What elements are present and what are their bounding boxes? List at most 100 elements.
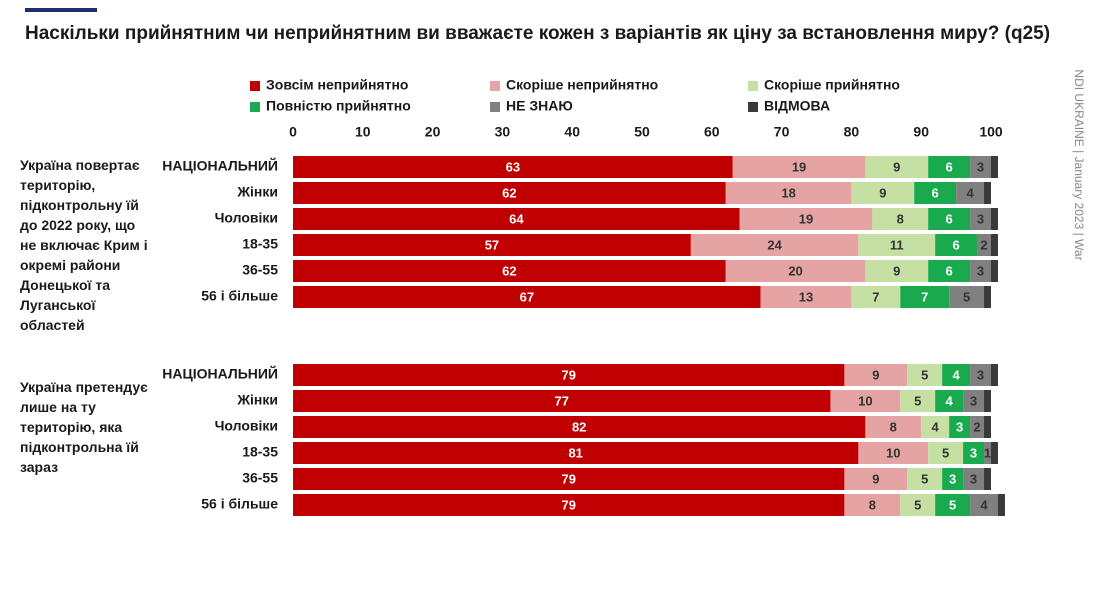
data-label: 3 bbox=[977, 211, 984, 226]
legend-label: Скоріше неприйнятно bbox=[506, 77, 658, 93]
bar-segment bbox=[858, 442, 929, 464]
data-label: 10 bbox=[886, 445, 900, 460]
bar-segment bbox=[900, 494, 936, 516]
bar-segment bbox=[942, 364, 971, 386]
bar-segment bbox=[725, 260, 866, 282]
bar-segment bbox=[977, 234, 991, 256]
legend-label: Скоріше прийнятно bbox=[764, 77, 900, 93]
bar-segment bbox=[991, 156, 998, 178]
legend-swatch bbox=[250, 81, 260, 91]
bar-segment bbox=[970, 208, 991, 230]
data-label: 7 bbox=[921, 289, 928, 304]
data-label: 79 bbox=[561, 497, 575, 512]
bar-segment bbox=[858, 234, 936, 256]
bar-segment bbox=[984, 468, 991, 490]
data-label: 4 bbox=[966, 185, 974, 200]
data-label: 9 bbox=[872, 471, 879, 486]
legend-label: Повністю прийнятно bbox=[266, 98, 411, 114]
bar-segment bbox=[956, 182, 985, 204]
x-tick-label: 20 bbox=[425, 124, 441, 140]
data-label: 2 bbox=[980, 237, 987, 252]
x-tick-label: 10 bbox=[355, 124, 371, 140]
bar-segment bbox=[914, 182, 957, 204]
y-tick-label: НАЦІОНАЛЬНИЙ bbox=[162, 365, 278, 382]
bar-segment bbox=[928, 156, 971, 178]
bar-segment bbox=[963, 390, 985, 412]
data-label: 4 bbox=[980, 497, 988, 512]
y-tick-label: 56 і більше bbox=[201, 288, 278, 304]
legend-swatch bbox=[748, 102, 758, 112]
bar-segment bbox=[293, 416, 866, 438]
data-label: 24 bbox=[767, 237, 782, 252]
bar-segment bbox=[935, 494, 971, 516]
bar-segment bbox=[739, 208, 873, 230]
bar-segment bbox=[991, 364, 998, 386]
legend-swatch bbox=[250, 102, 260, 112]
bar-segment bbox=[907, 364, 943, 386]
chart-title: Наскільки прийнятним чи неприйнятним ви … bbox=[25, 23, 1051, 44]
bar-segment bbox=[997, 494, 1005, 516]
data-label: 79 bbox=[561, 471, 575, 486]
y-tick-label: Жінки bbox=[236, 184, 278, 200]
legend-label: ВІДМОВА bbox=[764, 98, 830, 114]
data-label: 19 bbox=[792, 159, 806, 174]
x-tick-label: 70 bbox=[774, 124, 790, 140]
bar-segment bbox=[293, 260, 726, 282]
data-label: 8 bbox=[897, 211, 904, 226]
data-label: 62 bbox=[502, 263, 516, 278]
legend-swatch bbox=[490, 102, 500, 112]
bar-segment bbox=[928, 208, 971, 230]
data-label: 82 bbox=[572, 419, 586, 434]
bar-segment bbox=[293, 156, 733, 178]
legend-label: Зовсім неприйнятно bbox=[266, 77, 408, 93]
data-label: 5 bbox=[942, 445, 949, 460]
bar-segment bbox=[991, 234, 998, 256]
bar-segment bbox=[991, 260, 998, 282]
data-label: 4 bbox=[932, 419, 940, 434]
bar-segment bbox=[293, 494, 845, 516]
data-label: 3 bbox=[970, 393, 977, 408]
data-label: 10 bbox=[858, 393, 872, 408]
data-label: 1 bbox=[984, 445, 991, 460]
data-label: 3 bbox=[956, 419, 963, 434]
y-tick-label: 18-35 bbox=[242, 236, 278, 252]
data-label: 6 bbox=[932, 185, 939, 200]
data-label: 5 bbox=[914, 497, 921, 512]
x-tick-label: 0 bbox=[289, 124, 297, 140]
bar-segment bbox=[949, 286, 985, 308]
data-label: 5 bbox=[921, 471, 928, 486]
x-tick-label: 100 bbox=[979, 124, 1003, 140]
bar-segment bbox=[984, 416, 991, 438]
bar-segment bbox=[851, 286, 901, 308]
bar-segment bbox=[844, 468, 908, 490]
data-label: 3 bbox=[977, 159, 984, 174]
data-label: 67 bbox=[520, 289, 534, 304]
bar-segment bbox=[970, 260, 991, 282]
bar-segment bbox=[984, 390, 991, 412]
data-label: 57 bbox=[485, 237, 499, 252]
bar-segment bbox=[991, 208, 998, 230]
bar-segment bbox=[851, 182, 915, 204]
data-label: 18 bbox=[781, 185, 795, 200]
data-label: 8 bbox=[890, 419, 897, 434]
bar-segment bbox=[921, 416, 950, 438]
accent-bar bbox=[25, 8, 97, 12]
bar-segment bbox=[963, 468, 985, 490]
bar-segment bbox=[970, 364, 991, 386]
data-label: 4 bbox=[952, 367, 960, 382]
data-label: 8 bbox=[869, 497, 876, 512]
data-label: 5 bbox=[949, 497, 956, 512]
data-label: 9 bbox=[872, 367, 879, 382]
data-label: 9 bbox=[893, 263, 900, 278]
bar-segment bbox=[928, 442, 964, 464]
data-label: 5 bbox=[963, 289, 970, 304]
bar-segment bbox=[865, 260, 929, 282]
legend-swatch bbox=[490, 81, 500, 91]
bar-segment bbox=[949, 416, 971, 438]
x-tick-label: 50 bbox=[634, 124, 650, 140]
bar-segment bbox=[732, 156, 866, 178]
bar-segment bbox=[984, 286, 991, 308]
bar-segment bbox=[293, 286, 761, 308]
